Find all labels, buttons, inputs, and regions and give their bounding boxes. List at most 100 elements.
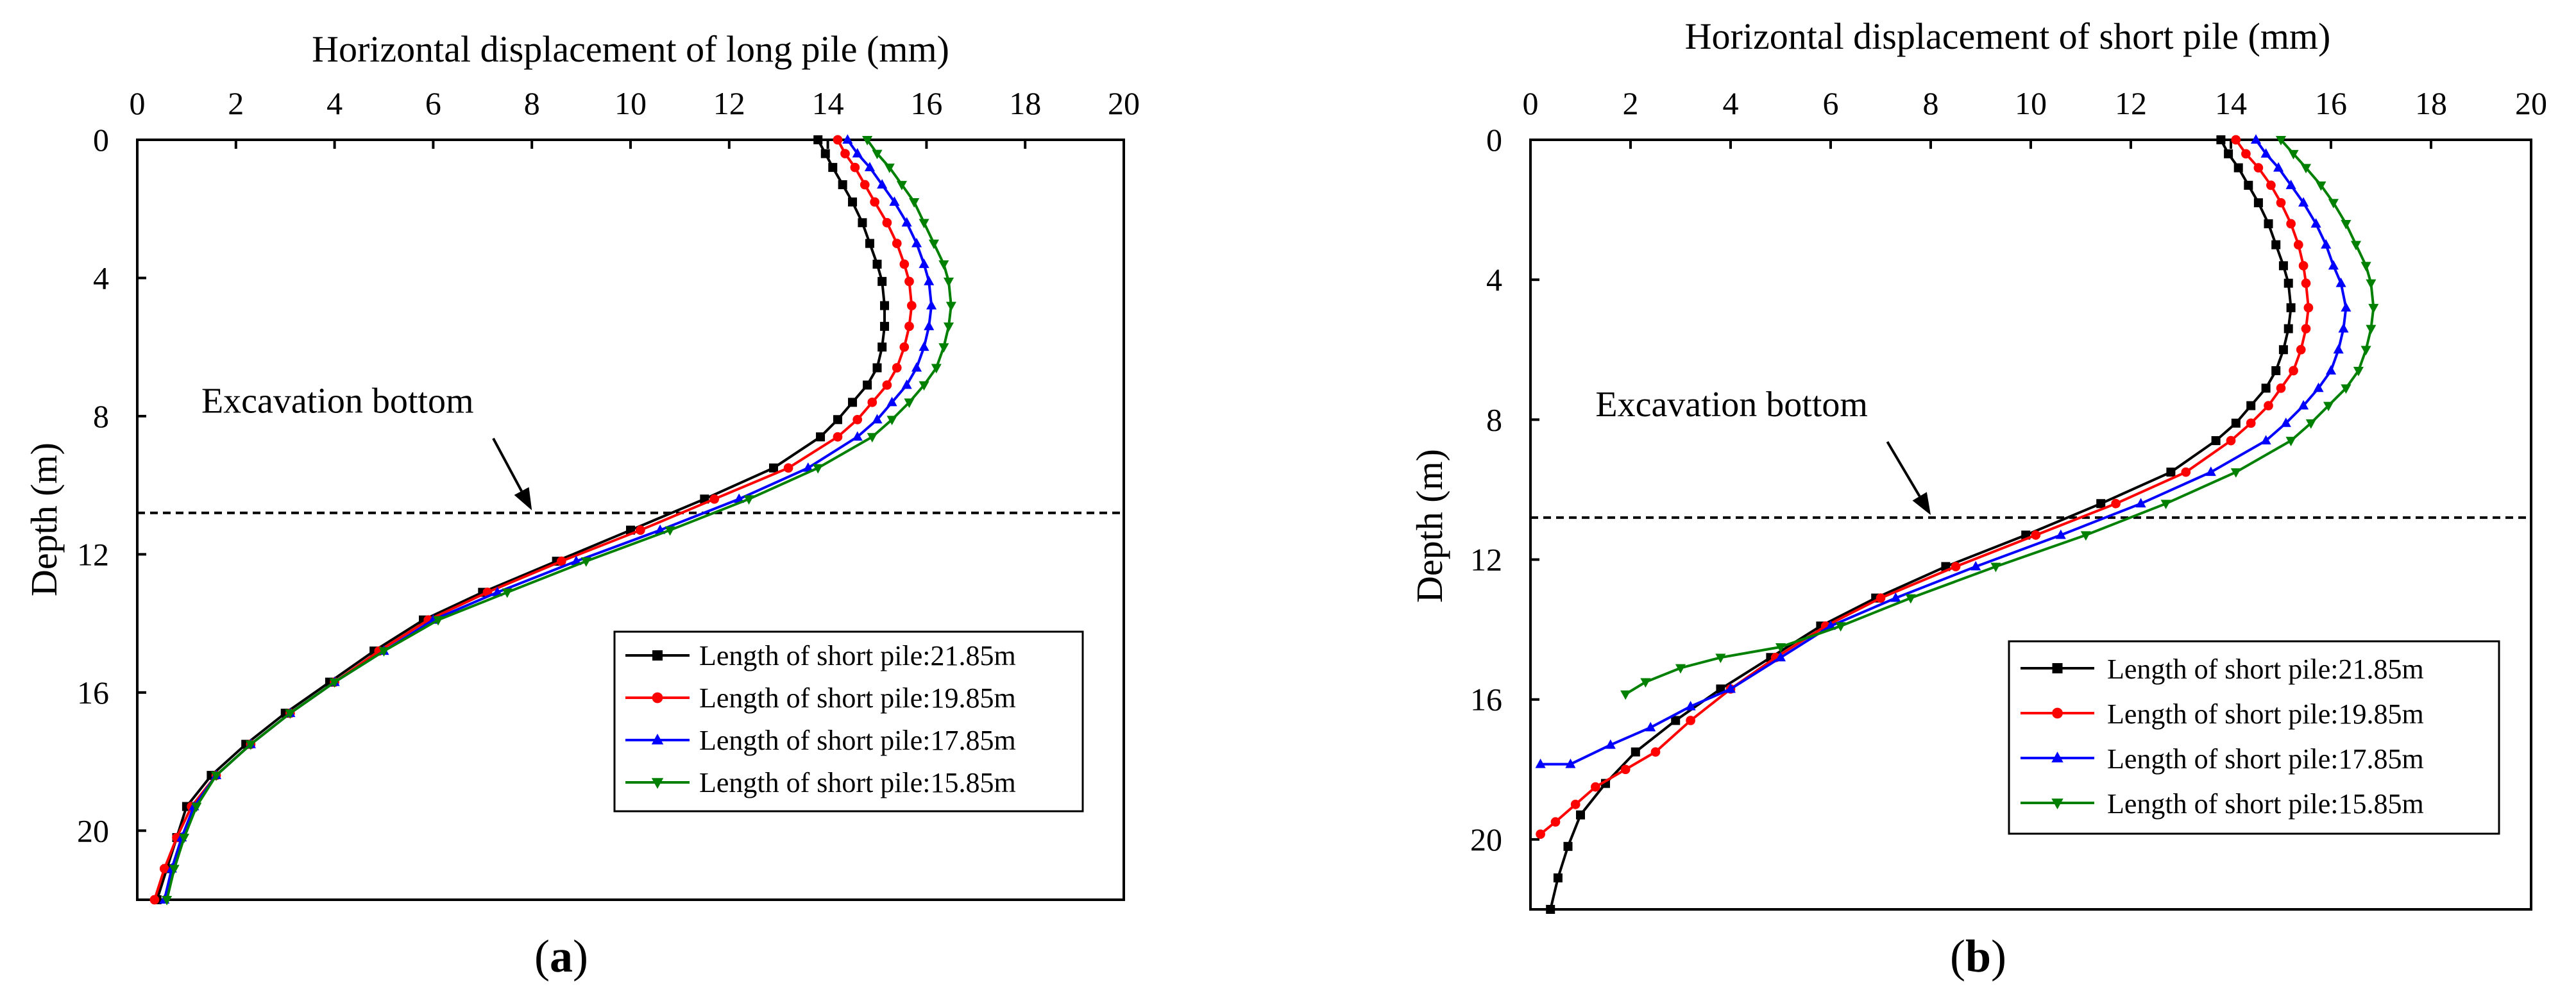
- panel-a-series-3-point: [886, 396, 897, 407]
- panel-b-series-4-point: [2341, 219, 2351, 230]
- panel-b-series-3-point: [2135, 498, 2146, 508]
- panel-a-annotation-arrow: [492, 437, 523, 492]
- panel-b-series-4-point: [2305, 419, 2316, 429]
- panel-a-series-1-point: [863, 380, 872, 390]
- panel-a-series-3-point: [877, 179, 888, 189]
- panel-b-series-4-point: [1640, 678, 1651, 688]
- panel-b-series-4-point: [2285, 437, 2296, 446]
- panel-a-series-2-point: [882, 217, 892, 228]
- panel-a-x-tick-label: 18: [1009, 85, 1041, 121]
- panel-b-series-4-point: [1675, 664, 1686, 674]
- panel-b-y-tick-label: 20: [1470, 822, 1502, 857]
- panel-a-y-ticks: 0 4 8 12 16 20: [77, 122, 146, 848]
- panel-b-series-3-point: [2280, 417, 2291, 427]
- panel-a-series-1-point: [838, 180, 847, 190]
- panel-a-x-tick-label: 16: [910, 85, 942, 121]
- panel-b-series-4-point: [2350, 240, 2362, 251]
- panel-b-series-4-point: [2360, 346, 2371, 356]
- panel-a-series-3-point: [852, 431, 863, 441]
- panel-a-series-1-point: [880, 321, 890, 331]
- panel-a-x-tick-label: 2: [228, 85, 244, 121]
- panel-a-series-4-point: [813, 464, 824, 474]
- panel-b-series-2-point: [2231, 135, 2241, 145]
- panel-a-series-1-point: [872, 259, 882, 269]
- panel-a-series-1-point: [865, 239, 874, 248]
- panel-a-series-2-point: [867, 398, 877, 407]
- panel-a-series-2-point: [899, 259, 910, 269]
- panel-a-x-tick-label: 20: [1108, 85, 1140, 121]
- panel-a-series-2-point: [159, 864, 169, 873]
- panel-a-series-3-point: [924, 321, 935, 330]
- panel-b-series-3-point: [1645, 721, 1656, 732]
- panel-a-series-3-point: [911, 362, 922, 372]
- panel-a-series-3-point: [924, 276, 935, 285]
- panel-a-series-2-point: [709, 494, 720, 504]
- panel-a-label: (a): [534, 931, 588, 982]
- panel-a-series-2-point: [899, 342, 910, 352]
- panel-b-series-2-point: [2241, 149, 2251, 159]
- panel-a-series-1-point: [833, 415, 842, 425]
- panel-a-legend-marker-1: [652, 650, 663, 661]
- panel-a-series-2-point: [852, 414, 863, 425]
- panel-a-series-4-point: [943, 277, 954, 287]
- panel-b-series-2-point: [2264, 401, 2273, 410]
- panel-b-series-2-point: [2276, 198, 2286, 208]
- panel-a-legend-label-3: Length of short pile:17.85m: [699, 725, 1016, 756]
- panel-b-series-3-point: [2260, 148, 2271, 158]
- panel-b-series-4-point: [2080, 531, 2091, 541]
- panel-b-x-tick-label: 16: [2315, 85, 2347, 121]
- panel-a-series-2-point: [904, 276, 914, 287]
- panel-b-series-3-point: [2325, 365, 2337, 375]
- panel-a-x-tick-label: 10: [614, 85, 647, 121]
- panel-a-series-2-point: [892, 239, 902, 248]
- panel-a-series-2-point: [850, 162, 860, 173]
- panel-a-y-tick-label: 8: [93, 398, 109, 434]
- panel-a-series-2-point: [906, 301, 917, 310]
- panel-b-legend-marker-2: [2052, 707, 2063, 719]
- panel-a-series-4-point: [938, 343, 949, 353]
- panel-b-series-3-point: [1605, 739, 1616, 749]
- panel-b-series-2-point: [1876, 593, 1886, 603]
- panel-a-series-4-point: [329, 678, 340, 688]
- panel-a-x-tick-label: 6: [425, 85, 441, 121]
- panel-b-series-3-point: [2285, 180, 2296, 189]
- panel-a-series-4-point: [162, 896, 173, 906]
- panel-b-series-2-point: [2253, 163, 2264, 173]
- panel-a-y-tick-label: 16: [77, 675, 109, 711]
- panel-a-series-3-point: [802, 462, 813, 472]
- panel-b-legend-marker-shape-2: [2052, 707, 2063, 719]
- panel-b-x-tick-label: 2: [1623, 85, 1639, 121]
- panel-b-series-1-point: [2096, 499, 2106, 509]
- panel-b-series-2-point: [2031, 530, 2041, 540]
- panel-b-series-3-point: [2298, 400, 2309, 410]
- panel-b-series-2-point: [2303, 303, 2314, 313]
- panel-b-series-4-point: [2288, 149, 2299, 160]
- panel-b-legend: Length of short pile:21.85m Length of sh…: [2008, 640, 2500, 835]
- panel-a-legend-entry-2: Length of short pile:19.85m: [625, 682, 1016, 714]
- panel-b-series-4-point: [2341, 384, 2351, 394]
- panel-b-annotation-text: Excavation bottom: [1595, 385, 1868, 425]
- panel-b-x-tick-label: 4: [1723, 85, 1739, 121]
- panel-b-series-1-point: [2278, 345, 2288, 355]
- panel-b-series-3: [1535, 134, 2351, 768]
- panel-a-legend-entry-3: Length of short pile:17.85m: [625, 725, 1016, 756]
- panel-a-series-1-point: [769, 463, 779, 473]
- panel-b-x-ticks: 0 2 4 6 8 10 12 14 16 18 20: [1523, 85, 2547, 149]
- panel-a-series-1-point: [848, 197, 858, 206]
- panel-b-legend-entry-4: Length of short pile:15.85m: [2021, 788, 2424, 820]
- panel-a-series-4-point: [502, 588, 513, 598]
- panel-a-series-1-point: [877, 342, 887, 352]
- panel-b-series-2-point: [2293, 240, 2303, 249]
- panel-a-series-4-point: [285, 709, 296, 719]
- panel-b-series-4-point: [2230, 468, 2241, 478]
- panel-a-series-2-point: [833, 135, 843, 145]
- panel-b-x-tick-label: 12: [2115, 85, 2147, 121]
- panel-a-series-2-point: [882, 380, 892, 390]
- panel-a-series-2-point: [840, 149, 850, 158]
- panel-a-x-tick-label: 0: [130, 85, 146, 121]
- panel-b-label: (b): [1950, 931, 2006, 982]
- panel-b-series-3-point: [1725, 683, 1736, 693]
- panel-b-series-3-point: [1565, 758, 1576, 768]
- panel-b-legend-label-2: Length of short pile:19.85m: [2107, 698, 2424, 730]
